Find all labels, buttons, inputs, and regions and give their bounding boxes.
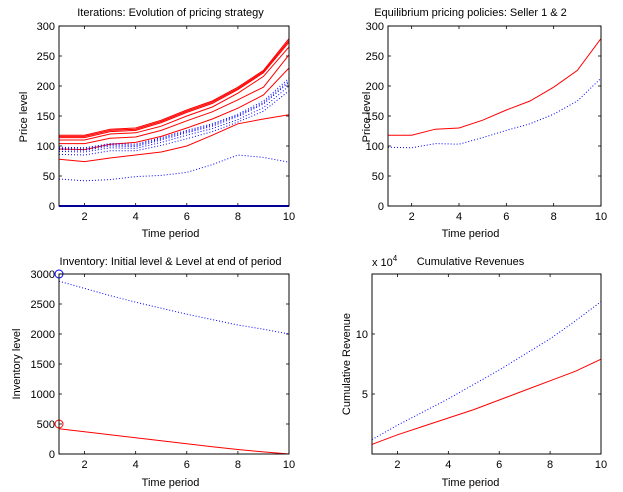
y-tick-label: 150 bbox=[37, 111, 55, 123]
series-group bbox=[59, 280, 289, 455]
x-tick-label: 8 bbox=[547, 459, 553, 471]
y-tick-label: 200 bbox=[366, 81, 384, 93]
y-tick-label: 500 bbox=[37, 419, 55, 431]
series-group bbox=[372, 301, 601, 445]
axes-outline bbox=[58, 273, 290, 455]
y-axis-label: Price level bbox=[18, 92, 30, 143]
series-line bbox=[59, 77, 289, 149]
series-line bbox=[59, 54, 289, 145]
y-tick-label: 250 bbox=[37, 51, 55, 63]
x-axis-label: Time period bbox=[142, 228, 200, 240]
x-tick-label: 10 bbox=[283, 211, 295, 223]
x-axis-label: Time period bbox=[142, 477, 200, 489]
x-tick-label: 6 bbox=[184, 211, 190, 223]
exponent-power: 4 bbox=[393, 254, 398, 263]
y-tick-label: 2000 bbox=[31, 329, 55, 341]
series-line bbox=[388, 38, 601, 136]
chart-equilibrium-pricing: Equilibrium pricing policies: Seller 1 &… bbox=[361, 7, 607, 240]
x-tick-label: 2 bbox=[394, 459, 400, 471]
x-tick-label: 10 bbox=[595, 459, 607, 471]
series-line bbox=[59, 46, 289, 141]
y-axis-label: Inventory level bbox=[11, 329, 23, 400]
y-tick-label: 300 bbox=[366, 21, 384, 33]
axes-outline bbox=[371, 273, 602, 455]
series-line bbox=[59, 428, 289, 455]
y-tick-label: 3000 bbox=[31, 269, 55, 281]
chart-title: Cumulative Revenues bbox=[417, 256, 525, 268]
y-tick-label: 300 bbox=[37, 21, 55, 33]
y-tick-label: 0 bbox=[378, 201, 384, 213]
chart-title: Equilibrium pricing policies: Seller 1 &… bbox=[374, 7, 567, 19]
y-tick-label: 0 bbox=[49, 449, 55, 461]
series-line bbox=[59, 40, 289, 137]
series-line bbox=[59, 154, 289, 182]
x-tick-label: 8 bbox=[235, 211, 241, 223]
y-tick-label: 5 bbox=[362, 389, 368, 401]
x-tick-label: 6 bbox=[503, 211, 509, 223]
plot-area bbox=[371, 273, 602, 455]
y-axis-label: Cumulative Revenue bbox=[341, 313, 353, 415]
x-tick-label: 8 bbox=[235, 459, 241, 471]
y-tick-label: 150 bbox=[366, 111, 384, 123]
plot-area bbox=[58, 273, 290, 455]
y-tick-label: 50 bbox=[43, 171, 55, 183]
y-tick-label: 250 bbox=[366, 51, 384, 63]
chart-iterations: Iterations: Evolution of pricing strateg… bbox=[18, 7, 295, 240]
y-tick-label: 100 bbox=[366, 141, 384, 153]
x-tick-label: 4 bbox=[445, 459, 451, 471]
series-line bbox=[59, 280, 289, 335]
chart-title: Inventory: Initial level & Level at end … bbox=[60, 256, 282, 268]
y-tick-label: 2500 bbox=[31, 299, 55, 311]
x-tick-label: 4 bbox=[133, 459, 139, 471]
plot-area bbox=[387, 25, 602, 207]
chart-cumulative-revenues: Cumulative Revenues Time period Cumulati… bbox=[341, 254, 607, 489]
x-tick-label: 4 bbox=[456, 211, 462, 223]
series-line bbox=[372, 358, 601, 445]
x-tick-label: 6 bbox=[496, 459, 502, 471]
x-tick-label: 6 bbox=[184, 459, 190, 471]
series-group bbox=[388, 38, 601, 149]
x-tick-label: 10 bbox=[283, 459, 295, 471]
exponent-label: x 104 bbox=[372, 254, 398, 269]
chart-inventory: Inventory: Initial level & Level at end … bbox=[11, 256, 295, 489]
chart-title: Iterations: Evolution of pricing strateg… bbox=[77, 7, 264, 19]
series-line bbox=[388, 77, 601, 149]
x-axis-label: Time period bbox=[442, 228, 500, 240]
series-line bbox=[59, 38, 289, 136]
y-tick-label: 1500 bbox=[31, 359, 55, 371]
x-tick-label: 2 bbox=[409, 211, 415, 223]
x-tick-label: 4 bbox=[133, 211, 139, 223]
x-tick-label: 10 bbox=[595, 211, 607, 223]
y-tick-label: 0 bbox=[49, 201, 55, 213]
axes-outline bbox=[387, 25, 602, 207]
series-line bbox=[59, 41, 289, 139]
series-line bbox=[59, 114, 289, 163]
y-tick-label: 200 bbox=[37, 81, 55, 93]
y-tick-label: 50 bbox=[372, 171, 384, 183]
y-tick-label: 10 bbox=[356, 329, 368, 341]
y-axis-label: Price level bbox=[361, 92, 373, 143]
x-tick-label: 8 bbox=[551, 211, 557, 223]
exponent-base: x 10 bbox=[372, 257, 393, 269]
x-axis-label: Time period bbox=[442, 477, 500, 489]
series-line bbox=[59, 67, 289, 151]
axes-outline bbox=[58, 25, 290, 207]
y-tick-label: 1000 bbox=[31, 389, 55, 401]
y-tick-label: 100 bbox=[37, 141, 55, 153]
x-tick-label: 2 bbox=[81, 459, 87, 471]
x-tick-label: 2 bbox=[81, 211, 87, 223]
